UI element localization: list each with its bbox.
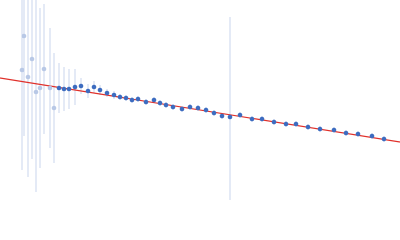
data-point (163, 102, 169, 108)
data-point (21, 33, 27, 39)
chart (0, 0, 400, 200)
data-point (78, 83, 84, 89)
data-point (135, 96, 141, 102)
data-point (51, 105, 57, 111)
data-point (157, 100, 163, 106)
data-point (97, 87, 103, 93)
data-point (19, 67, 25, 73)
data-point (123, 95, 129, 101)
data-point (203, 107, 209, 113)
data-point (211, 110, 217, 116)
data-point (33, 89, 39, 95)
data-point (170, 104, 176, 110)
data-point (91, 84, 97, 90)
data-point (66, 86, 72, 92)
data-point (195, 105, 201, 111)
data-point (249, 116, 255, 122)
data-point (85, 88, 91, 94)
data-point (143, 99, 149, 105)
data-point (271, 119, 277, 125)
data-point (259, 116, 265, 122)
data-point (293, 121, 299, 127)
data-point (219, 113, 225, 119)
data-point (381, 136, 387, 142)
data-point (104, 90, 110, 96)
data-point (317, 126, 323, 132)
data-point (111, 92, 117, 98)
data-point (61, 86, 67, 92)
data-point (56, 85, 62, 91)
data-point (41, 66, 47, 72)
data-point (355, 131, 361, 137)
data-point (369, 133, 375, 139)
data-point (343, 130, 349, 136)
data-point (283, 121, 289, 127)
data-point (305, 124, 311, 130)
data-point (331, 127, 337, 133)
data-point (117, 94, 123, 100)
page: {"chart_data": {"type": "scatter", "xlim… (0, 0, 400, 200)
data-point (227, 114, 233, 120)
data-point (179, 106, 185, 112)
data-point (25, 74, 31, 80)
data-point (47, 85, 53, 91)
data-point (187, 104, 193, 110)
data-point (237, 112, 243, 118)
data-point (37, 85, 43, 91)
data-point (151, 97, 157, 103)
data-point (29, 56, 35, 62)
data-point (129, 97, 135, 103)
data-point (72, 84, 78, 90)
